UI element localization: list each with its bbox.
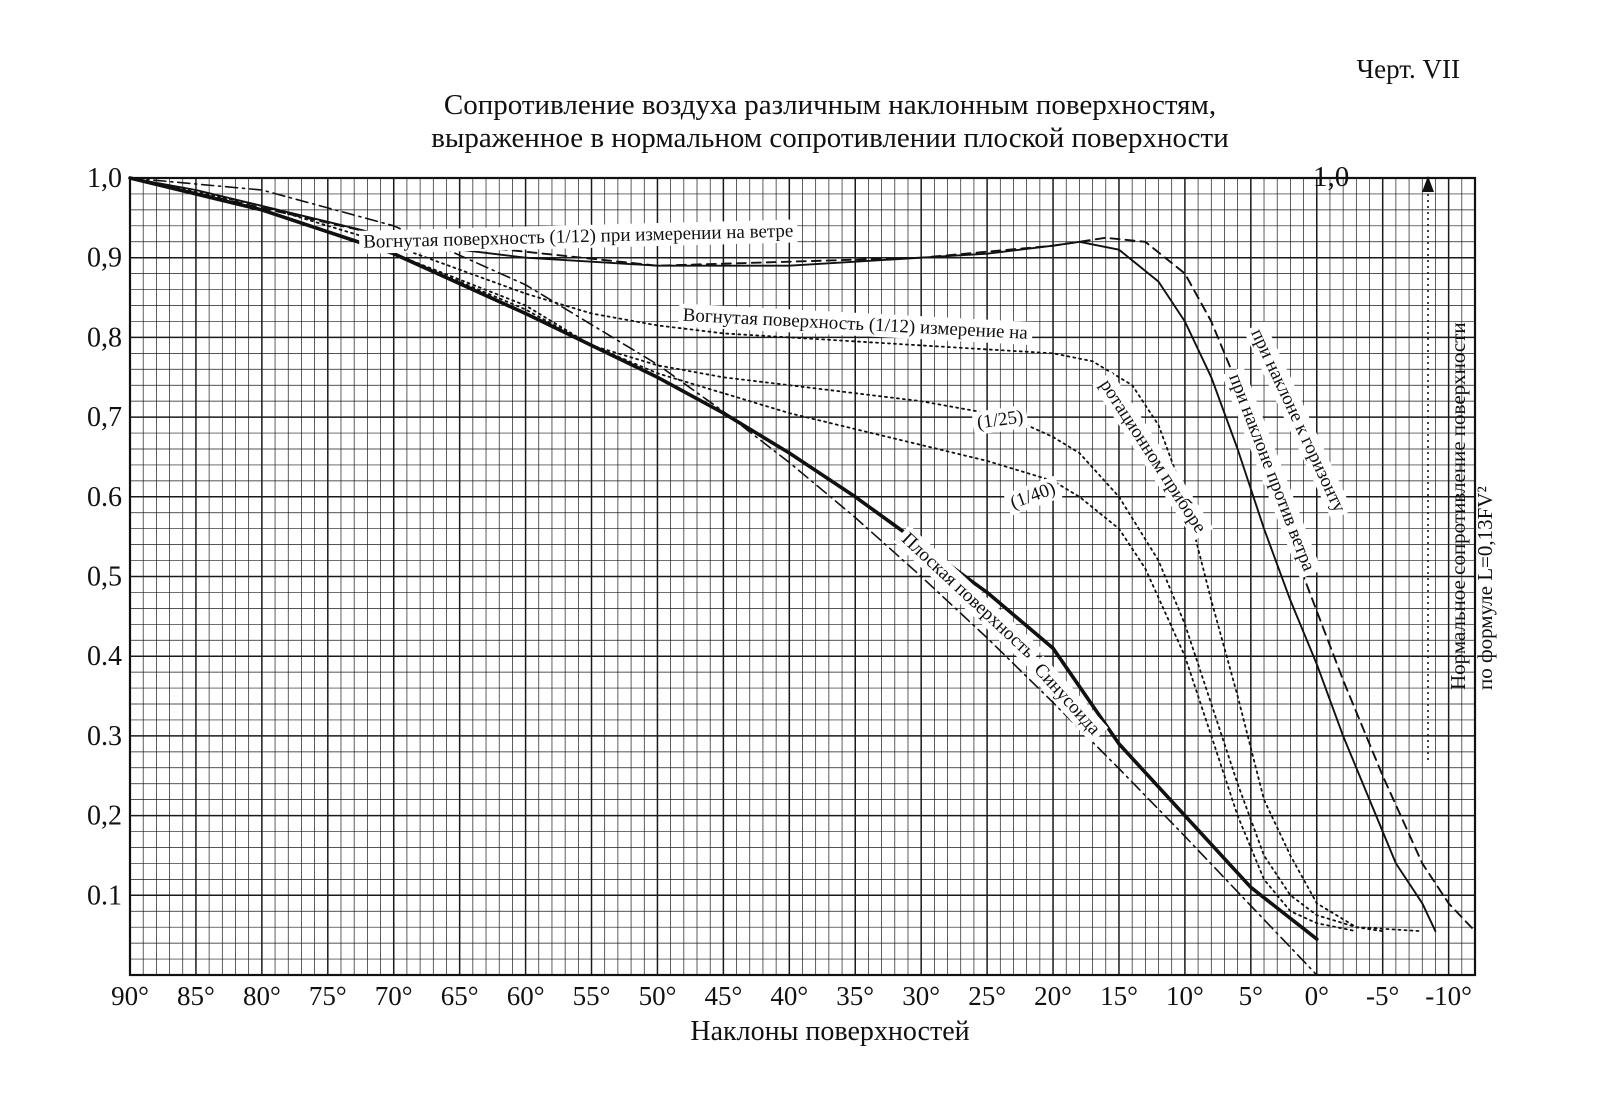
curve-label: (1/40) [1008, 478, 1059, 514]
x-tick-label: 60° [507, 981, 545, 1011]
x-tick-label: 70° [375, 981, 413, 1011]
curve-label-background [1243, 321, 1353, 521]
x-tick-label: 90° [111, 981, 149, 1011]
x-tick-label: -5° [1366, 981, 1399, 1011]
curve-label-background [1026, 655, 1109, 744]
y-tick-label: 1,0 [87, 163, 122, 194]
curve-label-background [678, 303, 1033, 346]
x-tick-label: 10° [1166, 981, 1204, 1011]
series-line [128, 176, 1319, 941]
y-tick-label: 0.3 [87, 721, 122, 752]
x-tick-label: -10° [1425, 981, 1472, 1011]
curve-label-background [1221, 366, 1322, 579]
curve-label: (1/25) [976, 406, 1025, 433]
axis-ticks: 90° 85° 80° 75° 70° 65° 60° 55° 50° 45° 40° 35° 30° 2… [87, 163, 1472, 1011]
curve-label: Плоская поверхность [897, 529, 1039, 663]
y-tick-label: 0.6 [87, 482, 122, 513]
y-tick-label: 0,9 [87, 243, 122, 274]
x-tick-label: 80° [243, 981, 281, 1011]
right-axis-label-line-2: по формуле L=0,13FV² [1473, 486, 1497, 690]
series-line [129, 177, 1424, 933]
y-tick-label: 0,7 [87, 402, 122, 433]
right-axis: 1,0 Нормальное сопротивление поверхности… [1313, 161, 1497, 760]
curve-label-group: при наклоне против ветра [1221, 366, 1322, 579]
curve-label-background [358, 219, 798, 254]
curve-label-group: (1/25) [971, 404, 1029, 436]
right-axis-arrow-head [1422, 176, 1434, 192]
x-tick-label: 0° [1305, 981, 1329, 1011]
chart-title-line-1: Сопротивление воздуха различным наклонны… [444, 89, 1216, 121]
x-tick-label: 30° [902, 981, 940, 1011]
x-tick-label: 45° [704, 981, 742, 1011]
y-tick-label: 0,2 [87, 801, 122, 832]
series-line [129, 177, 1358, 933]
chart-title-line-2: выраженное в нормальном сопротивлении пл… [431, 122, 1229, 154]
curve-label-background [893, 525, 1043, 667]
x-tick-label: 75° [309, 981, 347, 1011]
x-tick-label: 85° [177, 981, 215, 1011]
x-tick-label: 5° [1239, 981, 1263, 1011]
y-tick-label: 0,5 [87, 562, 122, 593]
y-tick-label: 0,8 [87, 322, 122, 353]
plot-frame [128, 176, 1477, 977]
x-tick-label: 35° [836, 981, 874, 1011]
x-tick-label: 20° [1034, 981, 1072, 1011]
x-axis-label: Наклоны поверхностей [690, 1016, 969, 1047]
x-tick-label: 55° [573, 981, 611, 1011]
x-tick-label: 15° [1100, 981, 1138, 1011]
series-line [129, 177, 1476, 933]
curve-label-background [1003, 475, 1063, 516]
right-axis-tick-label: 1,0 [1313, 161, 1349, 193]
curve-label-group: Плоская поверхность [893, 525, 1043, 667]
series-line [129, 177, 1437, 933]
y-tick-label: 0.4 [87, 641, 122, 672]
x-tick-label: 25° [968, 981, 1006, 1011]
curve-label-group: ротационном приборе [1092, 371, 1214, 541]
plate-label: Черт. VII [1357, 54, 1460, 84]
y-tick-label: 0.1 [87, 880, 122, 911]
grid [128, 176, 1477, 977]
right-axis-label-line-1: Нормальное сопротивление поверхности [1446, 322, 1470, 690]
curve-label-background [1092, 371, 1214, 541]
curve-label-background [971, 404, 1029, 436]
x-tick-label: 40° [770, 981, 808, 1011]
x-tick-label: 50° [639, 981, 677, 1011]
x-tick-label: 65° [441, 981, 479, 1011]
